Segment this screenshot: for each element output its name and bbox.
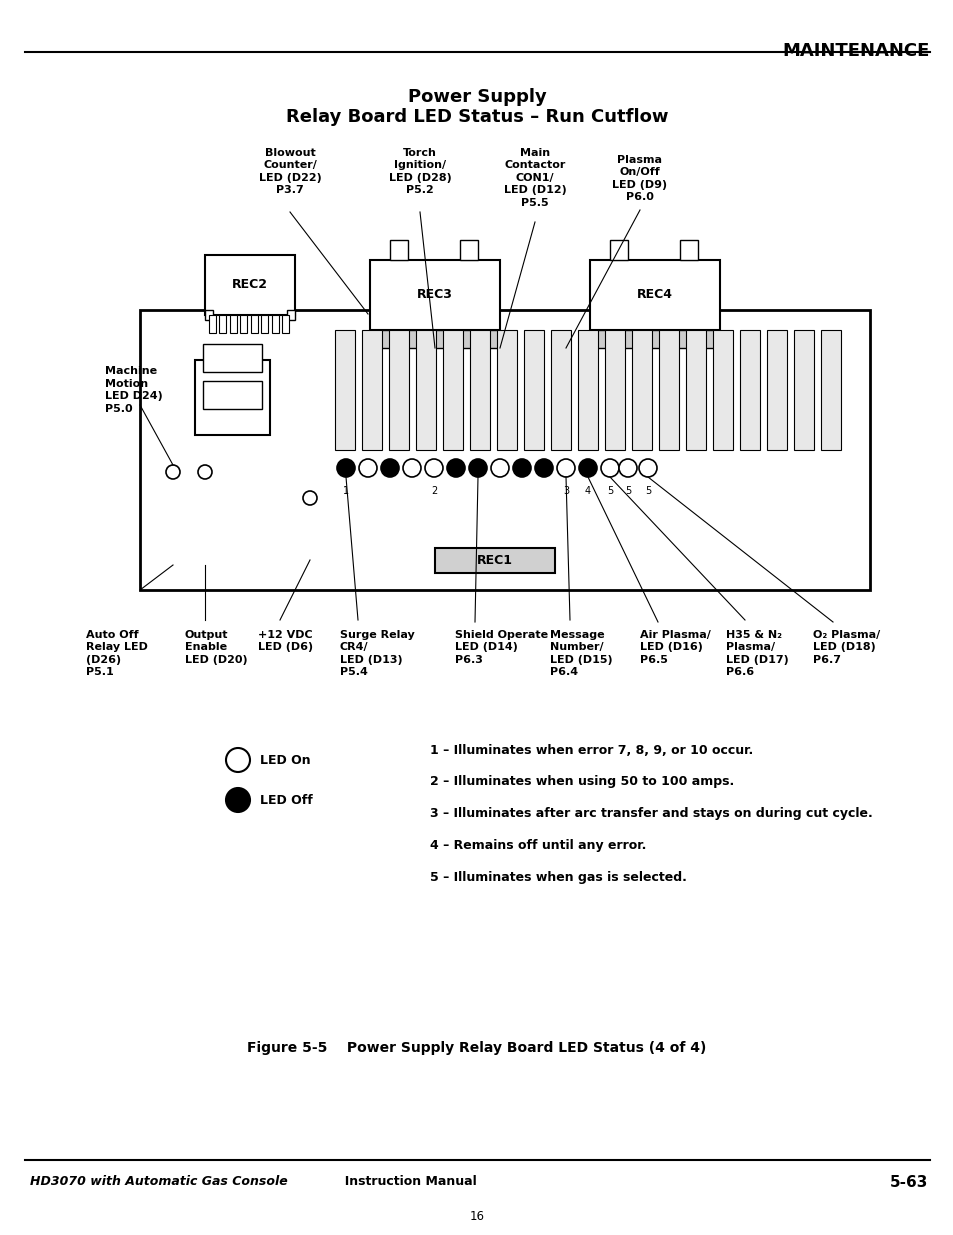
Bar xyxy=(203,382,262,409)
Bar xyxy=(685,330,705,450)
Circle shape xyxy=(358,459,376,477)
Text: 5: 5 xyxy=(606,487,613,496)
Circle shape xyxy=(469,459,486,477)
Bar xyxy=(459,240,477,261)
Text: 3 – Illuminates after arc transfer and stays on during cut cycle.: 3 – Illuminates after arc transfer and s… xyxy=(430,808,872,820)
Bar xyxy=(497,330,517,450)
Bar xyxy=(140,310,869,590)
Circle shape xyxy=(491,459,509,477)
Circle shape xyxy=(513,459,531,477)
Text: H35 & N₂
Plasma/
LED (D17)
P6.6: H35 & N₂ Plasma/ LED (D17) P6.6 xyxy=(725,630,788,677)
Bar xyxy=(370,330,499,348)
Circle shape xyxy=(600,459,618,477)
Text: 16: 16 xyxy=(469,1210,484,1223)
Bar xyxy=(390,240,408,261)
Circle shape xyxy=(618,459,637,477)
Text: Plasma
On/Off
LED (D9)
P6.0: Plasma On/Off LED (D9) P6.0 xyxy=(612,156,667,203)
Bar xyxy=(442,330,462,450)
Text: 5-63: 5-63 xyxy=(889,1174,927,1191)
Bar xyxy=(416,330,436,450)
Text: Auto Off
Relay LED
(D26)
P5.1: Auto Off Relay LED (D26) P5.1 xyxy=(86,630,148,677)
Text: 5: 5 xyxy=(644,487,651,496)
Bar xyxy=(205,310,213,320)
Circle shape xyxy=(303,492,316,505)
Circle shape xyxy=(380,459,398,477)
Bar xyxy=(659,330,679,450)
Text: Shield Operate
LED (D14)
P6.3: Shield Operate LED (D14) P6.3 xyxy=(455,630,548,664)
Circle shape xyxy=(578,459,597,477)
Bar xyxy=(335,330,355,450)
Circle shape xyxy=(198,466,212,479)
Text: REC4: REC4 xyxy=(637,289,672,301)
Text: Relay Board LED Status – Run Cutflow: Relay Board LED Status – Run Cutflow xyxy=(286,107,667,126)
Bar xyxy=(821,330,841,450)
Bar xyxy=(609,240,627,261)
Bar xyxy=(203,345,262,372)
Bar xyxy=(287,310,294,320)
Bar xyxy=(230,315,236,333)
Text: Air Plasma/
LED (D16)
P6.5: Air Plasma/ LED (D16) P6.5 xyxy=(639,630,710,664)
Text: 3: 3 xyxy=(562,487,569,496)
Text: Figure 5-5    Power Supply Relay Board LED Status (4 of 4): Figure 5-5 Power Supply Relay Board LED … xyxy=(247,1041,706,1055)
Bar xyxy=(589,261,720,330)
Bar xyxy=(766,330,786,450)
Bar xyxy=(551,330,571,450)
Bar xyxy=(272,315,278,333)
Bar xyxy=(578,330,598,450)
Circle shape xyxy=(402,459,420,477)
Bar xyxy=(470,330,490,450)
Text: Message
Number/
LED (D15)
P6.4: Message Number/ LED (D15) P6.4 xyxy=(550,630,612,677)
Text: LED Off: LED Off xyxy=(260,794,313,806)
Bar xyxy=(435,548,555,573)
Circle shape xyxy=(226,748,250,772)
Text: REC2: REC2 xyxy=(232,279,268,291)
Text: 2 – Illuminates when using 50 to 100 amps.: 2 – Illuminates when using 50 to 100 amp… xyxy=(430,776,734,788)
Text: +12 VDC
LED (D6): +12 VDC LED (D6) xyxy=(257,630,313,652)
Text: 1: 1 xyxy=(342,487,349,496)
Text: Instruction Manual: Instruction Manual xyxy=(335,1174,476,1188)
Bar xyxy=(679,240,698,261)
Circle shape xyxy=(639,459,657,477)
Text: 5: 5 xyxy=(624,487,631,496)
Bar xyxy=(631,330,651,450)
Text: LED On: LED On xyxy=(260,753,311,767)
Text: O₂ Plasma/
LED (D18)
P6.7: O₂ Plasma/ LED (D18) P6.7 xyxy=(812,630,880,664)
Text: Torch
Ignition/
LED (D28)
P5.2: Torch Ignition/ LED (D28) P5.2 xyxy=(388,148,451,195)
Circle shape xyxy=(336,459,355,477)
Circle shape xyxy=(166,466,180,479)
Text: Power Supply: Power Supply xyxy=(407,88,546,106)
Text: 2: 2 xyxy=(431,487,436,496)
Bar xyxy=(261,315,268,333)
Bar xyxy=(793,330,813,450)
Text: Surge Relay
CR4/
LED (D13)
P5.4: Surge Relay CR4/ LED (D13) P5.4 xyxy=(339,630,415,677)
Text: Blowout
Counter/
LED (D22)
P3.7: Blowout Counter/ LED (D22) P3.7 xyxy=(258,148,321,195)
Text: 5 – Illuminates when gas is selected.: 5 – Illuminates when gas is selected. xyxy=(430,872,686,884)
Text: 1 – Illuminates when error 7, 8, 9, or 10 occur.: 1 – Illuminates when error 7, 8, 9, or 1… xyxy=(430,743,753,757)
Bar xyxy=(361,330,381,450)
Circle shape xyxy=(535,459,553,477)
Circle shape xyxy=(226,788,250,811)
Bar xyxy=(523,330,543,450)
Bar xyxy=(251,315,257,333)
Bar xyxy=(240,315,247,333)
Bar xyxy=(740,330,760,450)
Bar xyxy=(194,359,270,435)
Text: 4 – Remains off until any error.: 4 – Remains off until any error. xyxy=(430,840,646,852)
Bar xyxy=(589,330,720,348)
Bar xyxy=(219,315,226,333)
Bar xyxy=(205,254,294,315)
Text: Output
Enable
LED (D20): Output Enable LED (D20) xyxy=(185,630,248,664)
Text: HD3070 with Automatic Gas Console: HD3070 with Automatic Gas Console xyxy=(30,1174,288,1188)
Circle shape xyxy=(447,459,464,477)
Bar xyxy=(389,330,409,450)
Bar xyxy=(370,261,499,330)
Circle shape xyxy=(424,459,442,477)
Bar xyxy=(604,330,624,450)
Text: Main
Contactor
CON1/
LED (D12)
P5.5: Main Contactor CON1/ LED (D12) P5.5 xyxy=(503,148,566,207)
Text: Machine
Motion
LED D24)
P5.0: Machine Motion LED D24) P5.0 xyxy=(105,367,163,414)
Text: 4: 4 xyxy=(584,487,591,496)
Text: REC1: REC1 xyxy=(476,555,513,567)
Text: MAINTENANCE: MAINTENANCE xyxy=(781,42,929,61)
Bar xyxy=(712,330,732,450)
Text: REC3: REC3 xyxy=(416,289,453,301)
